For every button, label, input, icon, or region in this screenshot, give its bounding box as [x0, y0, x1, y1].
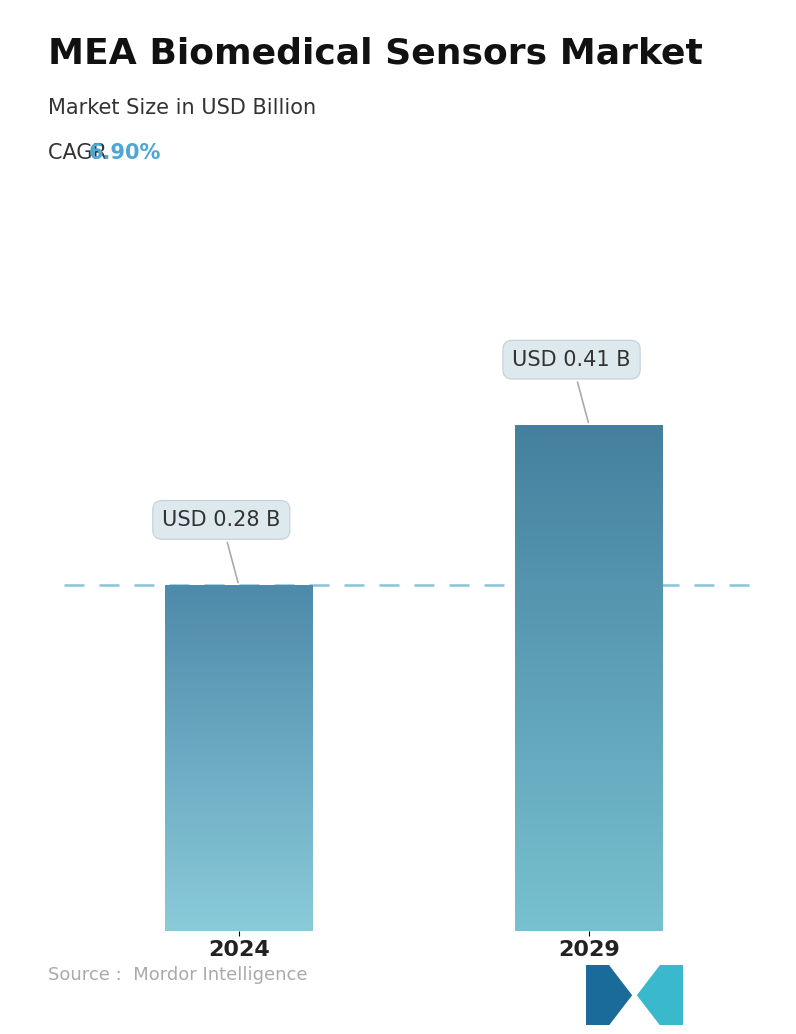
Text: 6.90%: 6.90% [89, 143, 162, 162]
Text: Market Size in USD Billion: Market Size in USD Billion [48, 98, 316, 118]
Polygon shape [609, 965, 632, 1026]
Polygon shape [586, 965, 609, 1026]
Text: CAGR: CAGR [48, 143, 113, 162]
Polygon shape [660, 965, 683, 1026]
Text: Source :  Mordor Intelligence: Source : Mordor Intelligence [48, 967, 307, 984]
Polygon shape [637, 965, 660, 1026]
Text: MEA Biomedical Sensors Market: MEA Biomedical Sensors Market [48, 36, 703, 70]
Text: USD 0.41 B: USD 0.41 B [513, 349, 630, 423]
Text: USD 0.28 B: USD 0.28 B [162, 510, 280, 583]
